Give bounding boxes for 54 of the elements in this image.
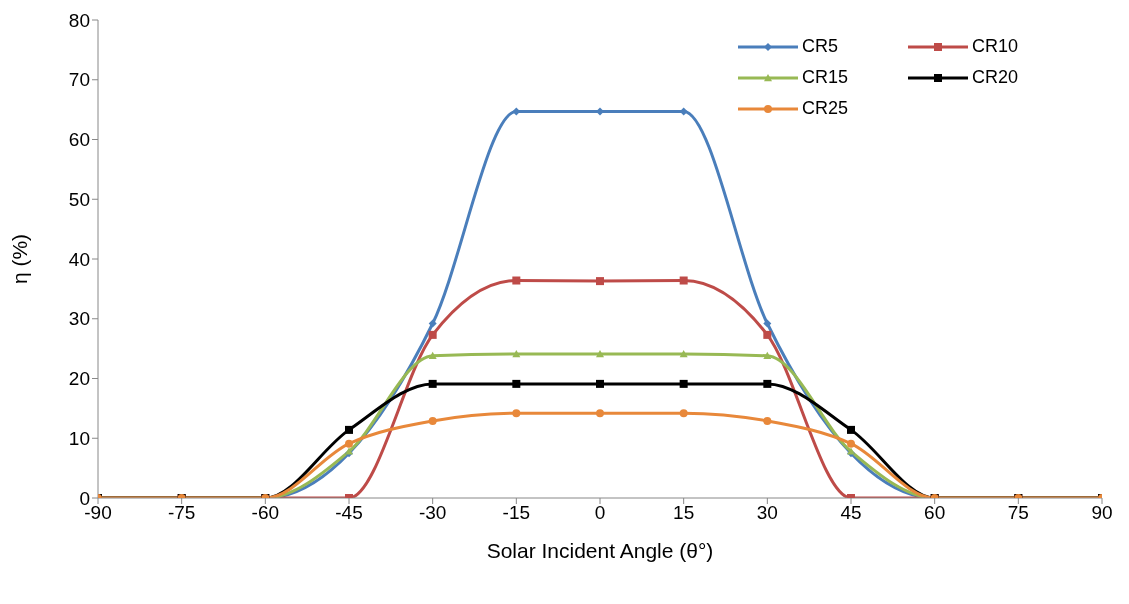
point	[596, 379, 604, 388]
y-tick-label: 70	[68, 69, 90, 91]
point	[596, 107, 604, 116]
y-tick-label: 10	[68, 427, 90, 449]
point	[428, 416, 437, 425]
point	[679, 409, 688, 418]
point	[763, 319, 772, 328]
point	[428, 319, 437, 328]
point	[596, 350, 604, 358]
point	[847, 425, 855, 434]
point	[763, 330, 772, 339]
x-tick-label: 90	[1091, 502, 1113, 524]
x-tick-label: -30	[418, 502, 447, 524]
y-tick-label: 20	[68, 368, 90, 390]
x-tick-label: -60	[251, 502, 280, 524]
point	[428, 379, 437, 388]
point	[512, 350, 521, 358]
x-tick-label: -75	[167, 502, 196, 524]
x-axis-title: Solar Incident Angle (θ°)	[486, 539, 714, 562]
point	[679, 276, 688, 285]
y-tick-label: 40	[68, 248, 90, 270]
x-tick-label: 60	[924, 502, 946, 524]
point	[679, 350, 688, 358]
point	[345, 439, 353, 448]
point	[428, 330, 437, 339]
y-axis-title: η (%)	[8, 233, 32, 285]
x-tick-label: -45	[335, 502, 363, 524]
x-tick-label: 0	[594, 502, 606, 524]
point	[847, 439, 855, 448]
legend-label: CR10	[972, 36, 1019, 57]
point	[763, 351, 772, 359]
point	[512, 276, 521, 285]
x-tick-label: -15	[502, 502, 531, 524]
point	[763, 416, 772, 425]
y-tick-label: 50	[68, 188, 90, 210]
x-tick-label: 15	[673, 502, 695, 524]
point	[345, 425, 353, 434]
legend-label: CR20	[972, 67, 1019, 88]
legend-label: CR15	[802, 67, 849, 88]
point	[512, 409, 521, 418]
point	[596, 409, 604, 418]
point	[763, 379, 772, 388]
point	[679, 379, 688, 388]
point	[428, 351, 437, 359]
point	[512, 379, 521, 388]
x-tick-label: 75	[1007, 502, 1029, 524]
y-tick-label: 80	[68, 9, 90, 31]
point	[596, 277, 604, 286]
legend-label: CR5	[802, 36, 839, 57]
legend-label: CR25	[802, 98, 849, 119]
y-tick-label: 60	[68, 129, 90, 151]
x-tick-label: 30	[756, 502, 778, 524]
x-tick-label: 45	[840, 502, 862, 524]
y-tick-label: 30	[68, 308, 90, 330]
